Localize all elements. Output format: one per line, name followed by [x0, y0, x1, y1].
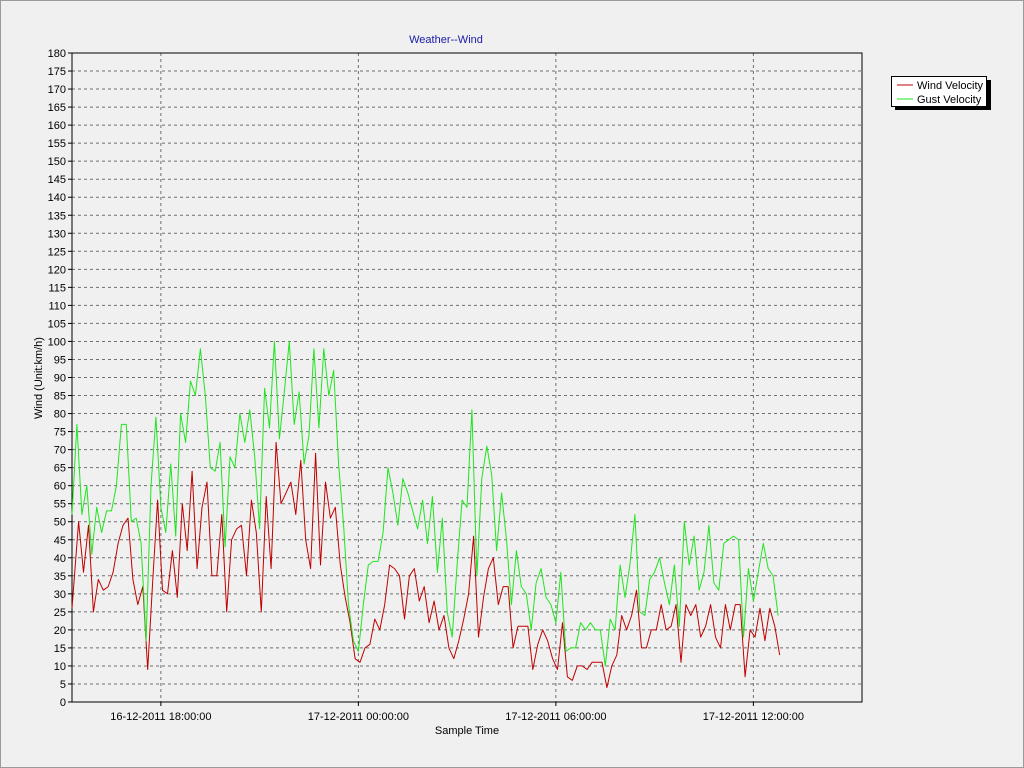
y-tick-label: 130 [48, 228, 66, 240]
y-tick-label: 25 [54, 607, 66, 619]
y-tick-label: 90 [54, 373, 66, 385]
y-tick-label: 135 [48, 210, 66, 222]
y-tick-label: 40 [54, 553, 66, 565]
legend: Wind Velocity Gust Velocity [891, 76, 991, 110]
legend-label-wind-velocity: Wind Velocity [917, 80, 984, 92]
x-axis-label: Sample Time [435, 725, 499, 737]
series-line-wind-velocity [71, 441, 781, 689]
y-tick-label: 175 [48, 66, 66, 78]
x-tick-label: 17-12-2011 12:00:00 [703, 711, 804, 723]
y-tick-label: 115 [48, 282, 66, 294]
y-tick-label: 170 [48, 84, 66, 96]
y-tick-label: 20 [54, 625, 66, 637]
y-tick-label: 60 [54, 481, 66, 493]
series-lines [71, 340, 781, 689]
x-tick-label: 17-12-2011 06:00:00 [505, 711, 606, 723]
y-tick-label: 120 [48, 264, 66, 276]
y-tick-label: 15 [54, 643, 66, 655]
y-tick-label: 50 [54, 517, 66, 529]
legend-label-gust-velocity: Gust Velocity [917, 94, 982, 106]
y-axis-ticks: 0 5 10 15 20 25 30 35 40 45 50 55 60 65 70 75 80 85 90 95 10… [48, 48, 72, 709]
y-tick-label: 65 [54, 463, 66, 475]
y-tick-label: 85 [54, 391, 66, 403]
x-tick-label: 17-12-2011 00:00:00 [308, 711, 409, 723]
y-tick-label: 155 [48, 138, 66, 150]
y-tick-label: 0 [60, 697, 66, 709]
y-tick-label: 55 [54, 499, 66, 511]
x-tick-label: 16-12-2011 18:00:00 [110, 711, 211, 723]
y-tick-label: 80 [54, 409, 66, 421]
y-tick-label: 105 [48, 318, 66, 330]
grid-lines [72, 53, 862, 702]
y-tick-label: 150 [48, 156, 66, 168]
plot-area [71, 52, 863, 703]
y-tick-label: 145 [48, 174, 66, 186]
chart-title: Weather--Wind [409, 34, 483, 46]
y-tick-label: 45 [54, 535, 66, 547]
y-tick-label: 10 [54, 661, 66, 673]
y-tick-label: 160 [48, 120, 66, 132]
x-axis-ticks: 16-12-2011 18:00:00 17-12-2011 00:00:00 17… [110, 702, 804, 723]
y-tick-label: 125 [48, 246, 66, 258]
series-line-gust-velocity [71, 340, 779, 667]
y-tick-label: 165 [48, 102, 66, 114]
y-tick-label: 180 [48, 48, 66, 60]
y-tick-label: 35 [54, 571, 66, 583]
y-tick-label: 95 [54, 354, 66, 366]
y-axis-label: Wind (Unit:km/h) [33, 337, 45, 419]
y-tick-label: 110 [48, 300, 66, 312]
y-tick-label: 5 [60, 679, 66, 691]
legend-box [891, 76, 987, 107]
y-tick-label: 140 [48, 192, 66, 204]
y-tick-label: 30 [54, 589, 66, 601]
y-tick-label: 75 [54, 427, 66, 439]
y-tick-label: 70 [54, 445, 66, 457]
y-tick-label: 100 [48, 336, 66, 348]
